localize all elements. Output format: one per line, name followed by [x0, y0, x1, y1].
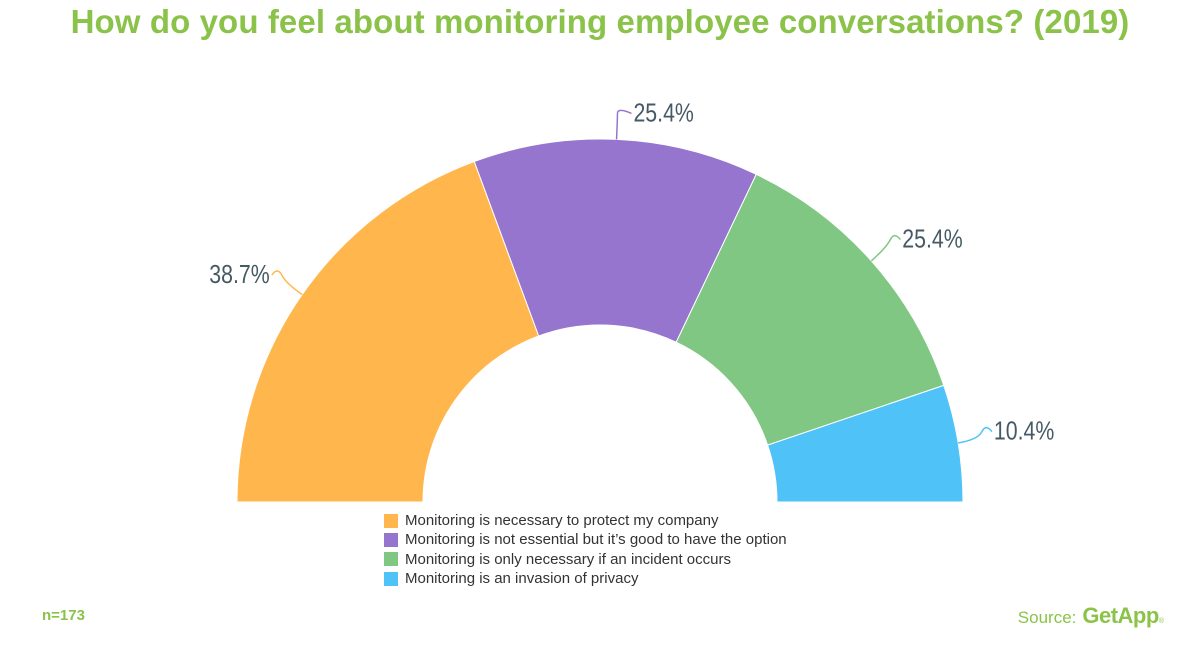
- value-labels-group: 38.7% 25.4% 25.4% 10.4%: [209, 98, 1054, 446]
- slice-value-label: 10.4%: [994, 417, 1054, 447]
- legend-label: Monitoring is an invasion of privacy: [405, 570, 639, 588]
- leader-line: [870, 234, 901, 262]
- legend-swatch: [384, 532, 398, 547]
- legend-swatch: [384, 513, 398, 528]
- legend-item[interactable]: Monitoring is not essential but it’s goo…: [384, 530, 787, 549]
- source-label: Source:: [1017, 608, 1077, 627]
- leader-line: [958, 426, 993, 444]
- legend-item[interactable]: Monitoring is only necessary if an incid…: [384, 550, 787, 569]
- leader-line: [271, 270, 303, 296]
- slice-value-label: 25.4%: [633, 98, 693, 128]
- slice[interactable]: [766, 384, 964, 503]
- legend-swatch: [384, 571, 398, 586]
- slice-value-label: 38.7%: [209, 260, 269, 290]
- slice[interactable]: [675, 173, 945, 446]
- leader-line: [615, 109, 632, 140]
- sample-size-label: n=173: [42, 607, 85, 624]
- slice[interactable]: [236, 160, 540, 503]
- legend-item[interactable]: Monitoring is necessary to protect my co…: [384, 511, 787, 530]
- source-credit: Source: GetApp ®: [1018, 603, 1164, 629]
- chart-title: How do you feel about monitoring employe…: [70, 3, 1130, 40]
- legend-swatch: [384, 552, 398, 567]
- registered-mark: ®: [1158, 618, 1164, 625]
- slices-group: [236, 138, 964, 503]
- legend-item[interactable]: Monitoring is an invasion of privacy: [384, 569, 787, 588]
- legend-label: Monitoring is only necessary if an incid…: [405, 550, 731, 568]
- getapp-logo: GetApp: [1082, 603, 1159, 628]
- slice-value-label: 25.4%: [902, 225, 962, 255]
- legend-label: Monitoring is not essential but it’s goo…: [405, 531, 787, 549]
- legend-label: Monitoring is necessary to protect my co…: [405, 512, 719, 530]
- slice[interactable]: [473, 138, 757, 343]
- leader-lines-group: [271, 109, 993, 444]
- legend: Monitoring is necessary to protect my co…: [384, 511, 787, 588]
